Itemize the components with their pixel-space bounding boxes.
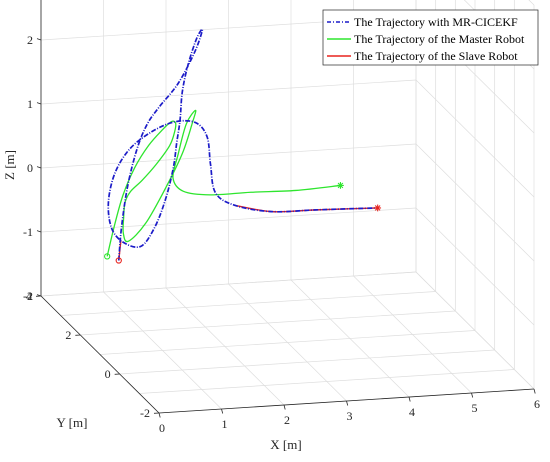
- series-line-master: [107, 110, 340, 256]
- z-tick-mark: [37, 39, 41, 40]
- legend-entry-master: The Trajectory of the Master Robot: [354, 32, 525, 46]
- y-tick-label: 0: [105, 367, 111, 381]
- floor-grid-line: [100, 331, 475, 355]
- z-tick-label: 2: [27, 33, 33, 47]
- z-tick-label: -2: [23, 289, 33, 303]
- x-tick-label: 2: [284, 413, 290, 427]
- z-tick-label: 0: [27, 161, 33, 175]
- y-tick-label: 2: [65, 328, 71, 342]
- x-tick-mark: [284, 405, 285, 410]
- x-tick-label: 4: [409, 405, 415, 419]
- x-tick-mark: [409, 397, 410, 402]
- x-tick-label: 5: [472, 401, 478, 415]
- x-tick-mark: [347, 401, 348, 406]
- z-tick-mark: [37, 103, 41, 104]
- x-tick-mark: [159, 413, 160, 418]
- y-axis-label: Y [m]: [57, 415, 88, 430]
- floor-grid-line: [120, 350, 495, 374]
- x-tick-label: 3: [347, 409, 353, 423]
- z-tick-mark: [37, 167, 41, 168]
- x-axis-label: X [m]: [270, 437, 301, 452]
- x-tick-label: 6: [534, 397, 540, 411]
- legend-entry-mr-cicekf: The Trajectory with MR-CICEKF: [354, 15, 518, 29]
- x-tick-mark: [222, 409, 223, 414]
- y-tick-label: -2: [140, 406, 150, 420]
- x-tick-label: 1: [222, 417, 228, 431]
- z-tick-label: -1: [23, 225, 33, 239]
- legend-entry-slave: The Trajectory of the Slave Robot: [354, 49, 518, 63]
- legend: The Trajectory with MR-CICEKF The Trajec…: [323, 10, 538, 65]
- floor-grid-line: [139, 370, 514, 394]
- end-marker-slave: [374, 205, 381, 212]
- z-axis-label: Z [m]: [2, 150, 17, 180]
- y-axis-line: [41, 296, 159, 413]
- end-marker-master: [337, 182, 344, 189]
- x-tick-mark: [534, 389, 535, 394]
- x-tick-label: 0: [159, 421, 165, 435]
- z-tick-label: 1: [27, 97, 33, 111]
- z-tick-mark: [37, 231, 41, 232]
- x-tick-mark: [472, 393, 473, 398]
- floor-grid-line: [61, 292, 436, 316]
- floor-grid-line: [80, 311, 455, 335]
